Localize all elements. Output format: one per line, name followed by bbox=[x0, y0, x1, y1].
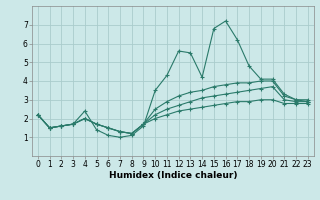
X-axis label: Humidex (Indice chaleur): Humidex (Indice chaleur) bbox=[108, 171, 237, 180]
